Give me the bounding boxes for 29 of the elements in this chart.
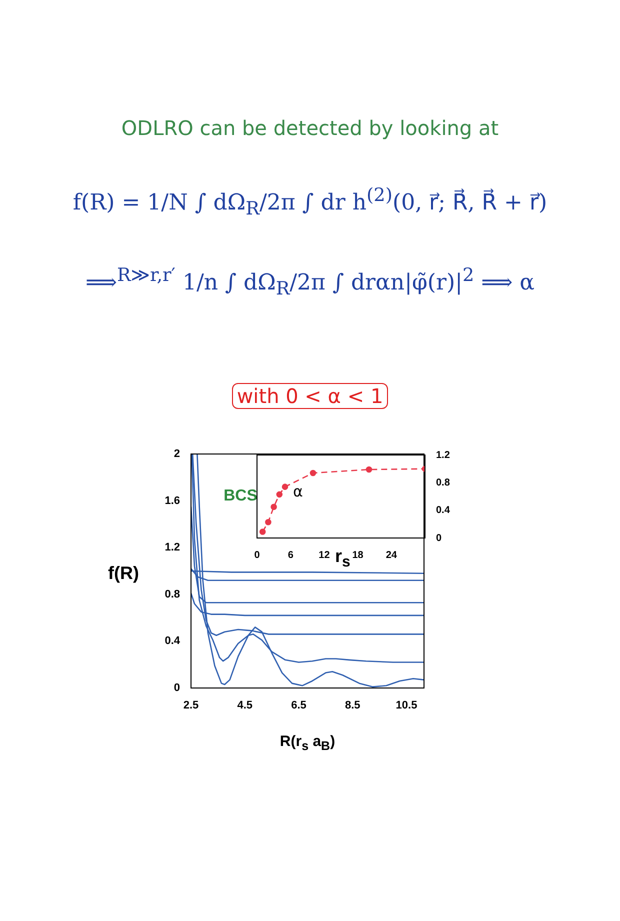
text: f(R) = 1/N ∫ dΩ$_{R}$/2π ∫ dr h$^{(2)}$(0, r⃗; R⃗, R⃗ + r⃗) <box>72 185 548 220</box>
x-tick-label: 0 <box>254 550 260 561</box>
x-tick-label: 4.5 <box>237 700 253 712</box>
y-tick-label: 0 <box>436 532 442 544</box>
x-axis-title: r$_{s}$ <box>335 546 350 571</box>
x-tick-label: 10.5 <box>396 700 418 712</box>
x-axis-title: R(r$_{s}$ a$_{B}$) <box>278 733 336 753</box>
y-axis-title: f(R) <box>108 563 139 584</box>
y-tick-label: 0.8 <box>164 588 180 600</box>
y-tick-label: 0.4 <box>164 635 181 648</box>
annotation: BCS <box>224 488 258 505</box>
y-tick-label: 2 <box>174 448 180 460</box>
text: with 0 < α < 1 <box>232 383 388 409</box>
y-tick-label: 1.6 <box>164 494 180 507</box>
x-tick-label: 2.5 <box>183 700 199 712</box>
x-tick-label: 6.5 <box>291 700 306 712</box>
y-tick-label: 1.2 <box>164 542 180 554</box>
x-tick-label: 18 <box>352 550 364 561</box>
y-tick-label: 0.4 <box>436 505 450 516</box>
annotation: α <box>293 482 303 501</box>
y-tick-label: 1.2 <box>436 450 450 461</box>
x-tick-label: 6 <box>288 550 294 561</box>
chart-title: ODLRO can be detected by looking at <box>120 116 500 140</box>
y-tick-label: 0.8 <box>436 477 450 488</box>
x-tick-label: 24 <box>386 550 398 561</box>
x-tick-label: 12 <box>318 550 330 561</box>
text: ⟹$^{R≫r,r′}$ 1/n ∫ dΩ$_{R}$/2π ∫ drαn|φ̃(r)|$^{2}$ ⟹ α <box>84 265 536 300</box>
x-tick-label: 8.5 <box>344 700 360 712</box>
y-tick-label: 0 <box>174 682 180 694</box>
